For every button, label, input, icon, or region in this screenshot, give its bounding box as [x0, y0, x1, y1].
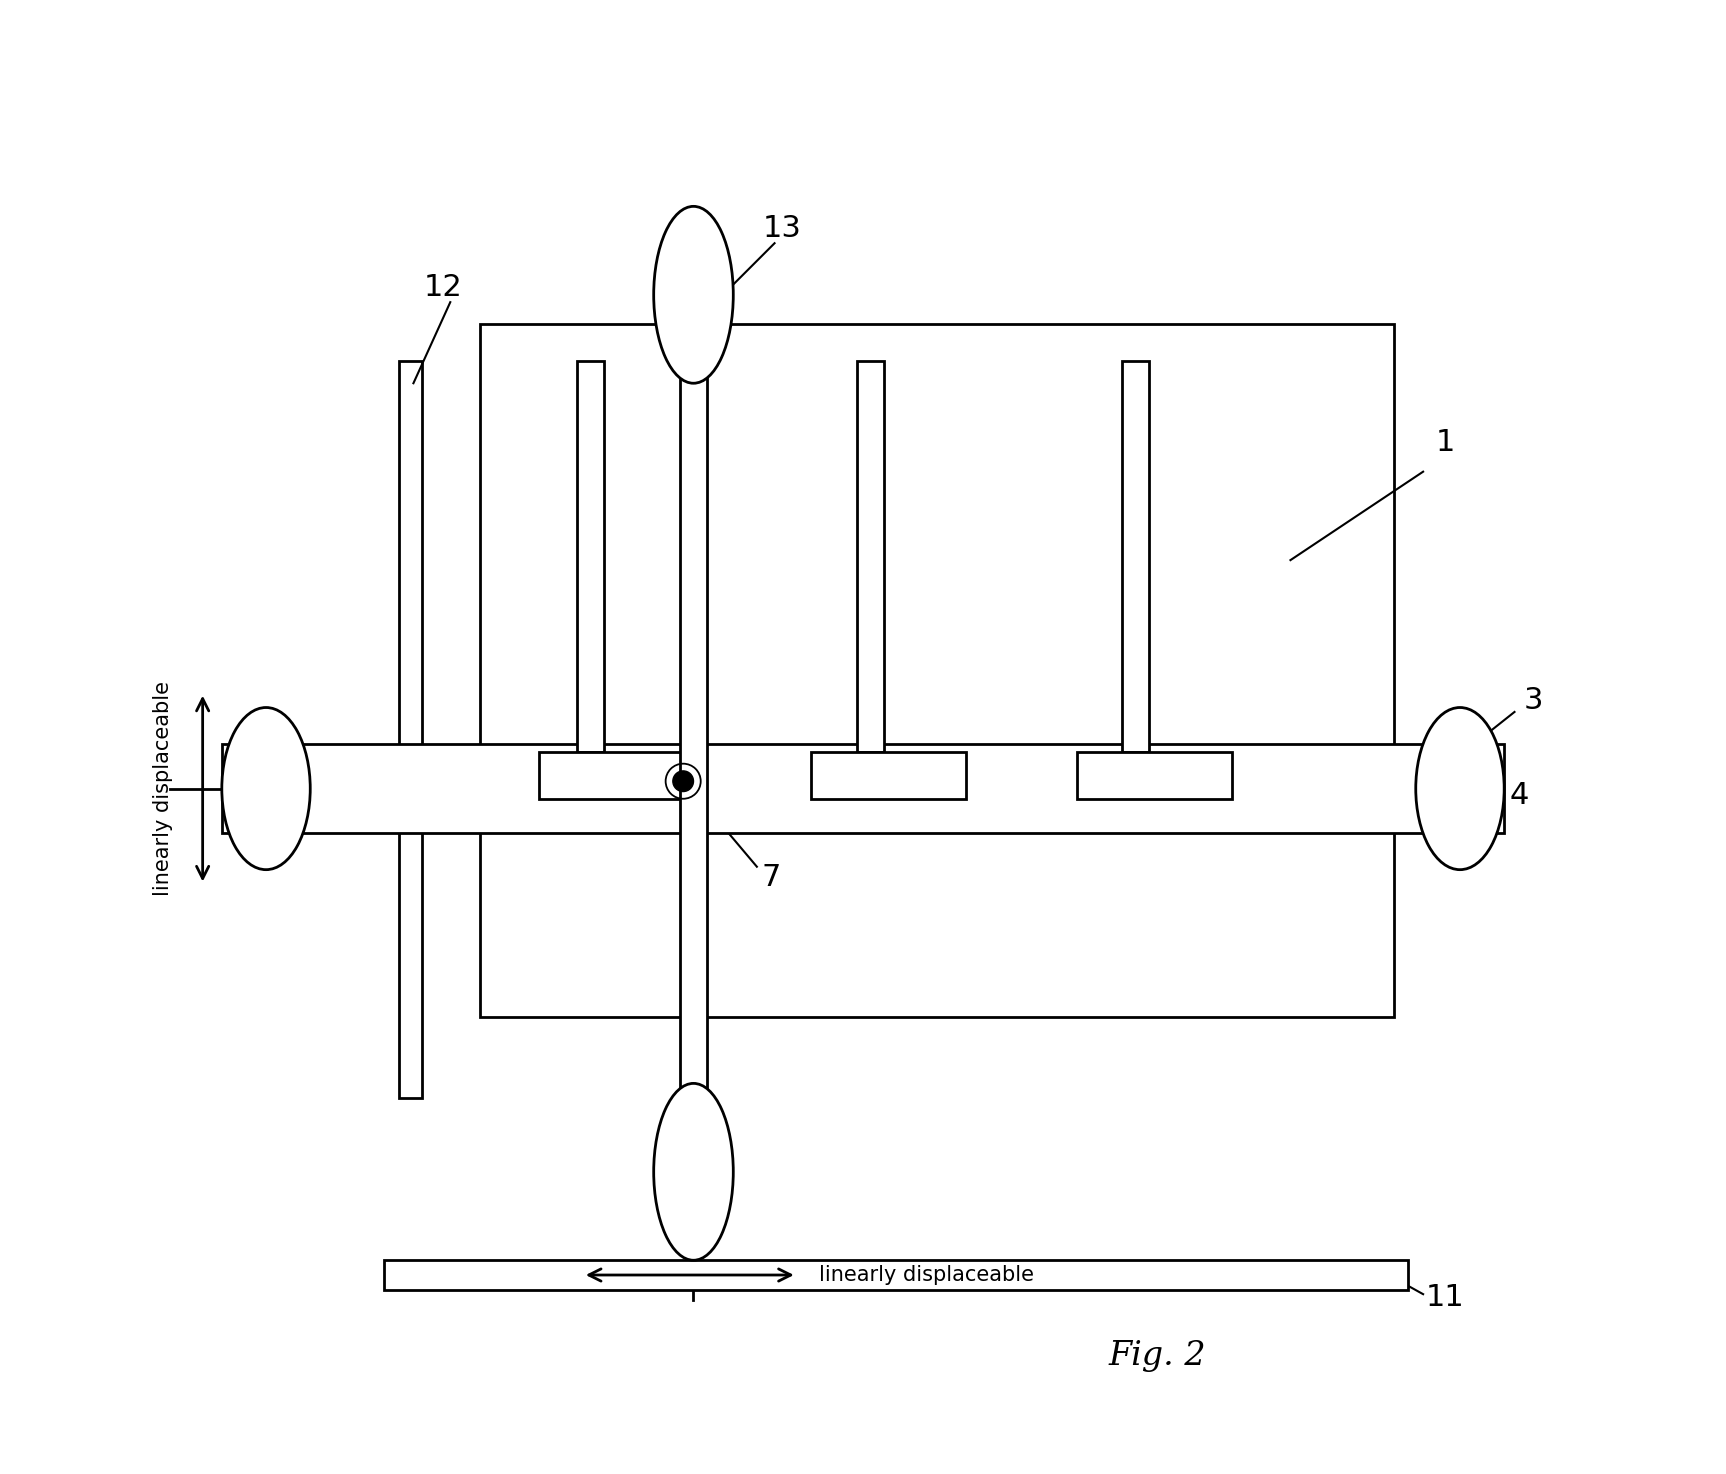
Text: 13: 13 [763, 214, 801, 243]
Bar [223, 744, 1503, 833]
Text: Fig. 2: Fig. 2 [1110, 1340, 1206, 1372]
Text: 7: 7 [761, 862, 782, 892]
Ellipse shape [654, 1083, 734, 1260]
Bar [680, 251, 706, 1209]
Ellipse shape [223, 708, 311, 870]
Text: linearly displaceable: linearly displaceable [818, 1265, 1034, 1285]
Bar [1077, 752, 1231, 799]
Bar [399, 361, 423, 1098]
Text: 12: 12 [423, 273, 463, 302]
Bar [1122, 361, 1150, 752]
Bar [539, 752, 694, 799]
Bar [383, 1260, 1408, 1290]
Text: 1: 1 [1436, 427, 1455, 457]
Text: 4: 4 [1509, 781, 1529, 811]
Bar [576, 361, 604, 752]
Bar [811, 752, 967, 799]
Circle shape [673, 771, 694, 792]
Text: 3: 3 [1524, 685, 1543, 715]
Ellipse shape [1415, 708, 1503, 870]
Ellipse shape [654, 206, 734, 383]
Bar [858, 361, 884, 752]
Bar [480, 324, 1393, 1017]
Text: 11: 11 [1426, 1282, 1465, 1312]
Text: linearly displaceable: linearly displaceable [154, 681, 173, 896]
